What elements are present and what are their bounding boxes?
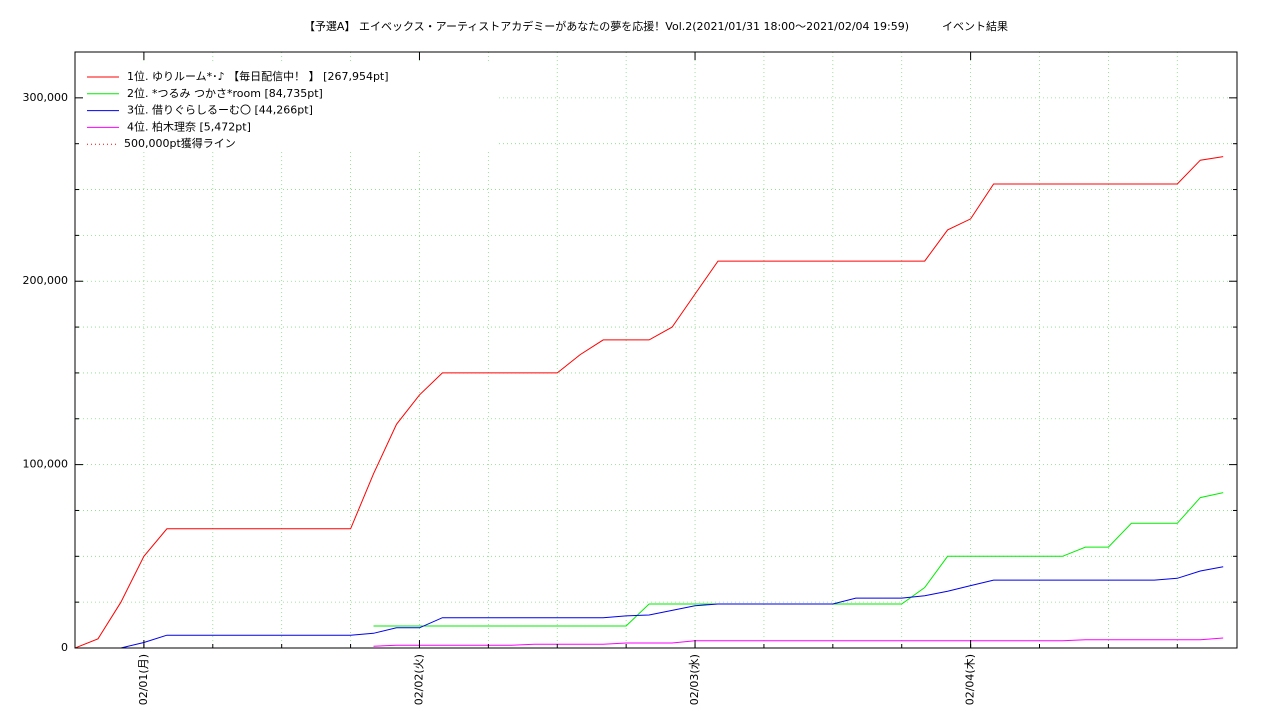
legend-label: 3位. 借りぐらしるーむ〇 [44,266pt]: [127, 103, 313, 117]
series-line: [120, 566, 1224, 648]
y-tick-label: 200,000: [23, 274, 69, 287]
x-tick-label: 02/04(木): [964, 654, 977, 705]
x-tick-label: 02/02(火): [412, 654, 425, 705]
series-line: [373, 492, 1224, 627]
chart-title: 【予選A】 エイベックス・アーティストアカデミーがあなたの夢を応援！Vol.2(…: [304, 19, 1008, 33]
legend-background: [78, 64, 496, 152]
y-tick-label: 300,000: [23, 91, 69, 104]
y-tick-label: 0: [61, 641, 68, 654]
series-line: [373, 637, 1224, 647]
x-tick-label: 02/01(月): [137, 654, 150, 705]
legend-label: 4位. 柏木理奈 [5,472pt]: [127, 119, 251, 133]
legend-label: 2位. *つるみ つかさ*room [84,735pt]: [127, 86, 323, 100]
series-line: [75, 156, 1224, 648]
x-tick-label: 02/03(水): [688, 654, 701, 705]
legend-label: 1位. ゆりルーム*･♪ 【毎日配信中！ 】 [267,954pt]: [127, 69, 389, 83]
y-tick-label: 100,000: [23, 458, 69, 471]
legend-label: 500,000pt獲得ライン: [124, 137, 236, 150]
plot-frame: [74, 51, 1238, 649]
